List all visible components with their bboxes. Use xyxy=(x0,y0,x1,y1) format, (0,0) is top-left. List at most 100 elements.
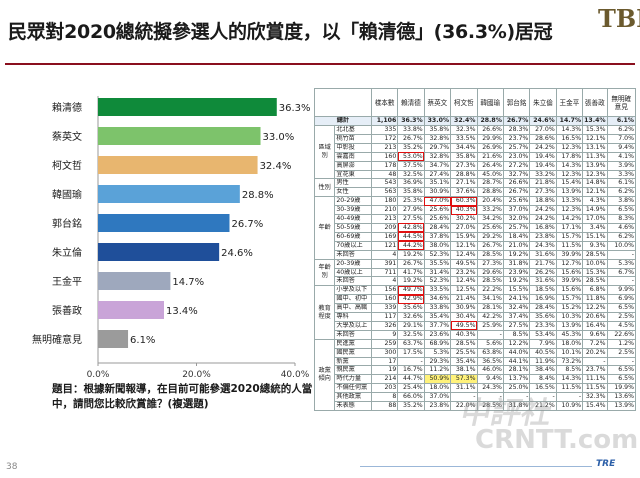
table-cell: 26.7% xyxy=(397,258,425,269)
table-cell: 8.3% xyxy=(606,214,636,224)
table-cell: 12.5% xyxy=(450,285,478,296)
table-cell: 15.5% xyxy=(502,285,531,296)
table-row: 40-49歲 213 27.5% 25.6% 30.2% 34.2% 32.0% 24.2% 1… xyxy=(315,214,636,224)
table-cell: 42.8% xyxy=(397,222,425,233)
table-cell: 50.9% xyxy=(423,374,452,385)
table-cell: 4.1% xyxy=(606,151,636,162)
data-label: 32.4% xyxy=(260,161,292,172)
row-group-label: 年齡 xyxy=(313,196,336,260)
table-cell: 11.2% xyxy=(423,365,452,376)
category-label: 王金平 xyxy=(52,275,82,288)
table-cell: 29.9% xyxy=(476,133,504,144)
table-row: 政黨傾向 民進黨 259 63.7% 68.9% 28.5% 5.6% 12.2% 7.9% 18… xyxy=(313,338,636,412)
row-label: 新黨 xyxy=(334,356,372,367)
table-cell: 28.5% xyxy=(476,276,504,287)
table-cell: 35.6% xyxy=(397,303,425,314)
bar-chart: 賴清德 36.3% 蔡英文 33.0% 柯文哲 32.4% 韓國瑜 28.8% 郭台銘 26.7%… xyxy=(32,96,311,380)
table-cell: 40.3% xyxy=(450,205,478,216)
table-cell: 12.3% xyxy=(555,169,584,180)
table-cell: 4.3% xyxy=(582,196,608,207)
table-row: 國民黨 300 17.5% 5.3% 25.5% 63.8% 44.0% 40.5% 10.1%… xyxy=(315,347,636,358)
table-cell: 16.9% xyxy=(529,294,557,305)
table-cell: 6.2% xyxy=(606,125,636,135)
row-label: 小學及以下 xyxy=(334,285,372,296)
table-cell: 8.5% xyxy=(502,329,531,340)
table-cell: 30.9% xyxy=(450,303,478,314)
data-label: 28.8% xyxy=(242,190,274,201)
bar-8 xyxy=(98,301,164,319)
table-cell: 30.9% xyxy=(423,187,452,198)
table-cell: 36.3% xyxy=(397,116,425,126)
table-cell: 23.3% xyxy=(529,320,557,331)
table-cell: 7.9% xyxy=(529,338,557,349)
table-cell: 28.7% xyxy=(476,178,504,189)
table-cell: 21.6% xyxy=(476,151,504,162)
table-cell: 35.2% xyxy=(397,142,425,153)
table-cell: 10.0% xyxy=(606,240,636,251)
page-title: 民眾對2020總統擬參選人的欣賞度，以「賴清德」(36.3%)居冠 xyxy=(8,21,553,43)
table-cell: 11.5% xyxy=(582,383,608,394)
table-cell: 63.7% xyxy=(397,338,425,349)
table-cell: 21.7% xyxy=(529,258,557,269)
table-cell: 19.2% xyxy=(502,276,531,287)
table-cell: 13.9% xyxy=(606,401,636,411)
row-label: 未表態 xyxy=(334,401,372,411)
table-row: 新黨 17-29.3% 35.4% 36.5% 44.1% 11.9% 73.2% - - xyxy=(315,356,636,367)
table-cell: 25.9% xyxy=(476,320,504,331)
table-row: 總計 1,106 36.3% 33.0% 32.4% 28.8% 26.7% 24.6% 14.… xyxy=(314,116,636,126)
table-row: 年齡別 20-39歲 391 26.7% 35.5% 49.5% 27.3% 31.8% 21.… xyxy=(313,258,636,287)
table-cell: 37.4% xyxy=(502,312,531,322)
category-label: 郭台銘 xyxy=(52,217,82,230)
row-label: 桃竹苗 xyxy=(334,133,372,144)
table-cell: 38.1% xyxy=(450,365,478,376)
table-cell: 23.9% xyxy=(502,267,531,278)
watermark-url: CRNTT.com xyxy=(475,425,639,455)
category-label: 賴清德 xyxy=(52,101,82,114)
table-cell: 32.5% xyxy=(397,329,425,340)
table-cell: 15.6% xyxy=(555,285,584,296)
column-header: 朱立倫 xyxy=(529,88,557,117)
table-cell: 259 xyxy=(370,338,399,349)
table-cell: 32.5% xyxy=(397,169,425,180)
table-cell: 2.5% xyxy=(606,347,636,358)
table-cell: 213 xyxy=(370,142,399,153)
table-cell: 40.3% xyxy=(450,329,478,340)
table-cell: 49.5% xyxy=(450,320,478,331)
table-cell: 563 xyxy=(370,187,399,198)
table-cell: 32.8% xyxy=(423,133,452,144)
data-label: 14.7% xyxy=(172,277,204,288)
table-cell: 209 xyxy=(370,222,399,233)
column-header: 無明確意見 xyxy=(606,88,636,117)
table-cell: 35.1% xyxy=(423,178,452,189)
table-cell: 32.6% xyxy=(397,312,425,322)
row-label: 40-49歲 xyxy=(334,214,372,224)
table-cell: 46.0% xyxy=(476,365,504,376)
table-row: 未回答 4 19.2% 52.3% 12.4% 28.5% 19.2% 31.6% 39.9% 2… xyxy=(315,249,636,260)
table-cell: 214 xyxy=(370,374,399,385)
table-cell: 26.7% xyxy=(502,187,531,198)
table-cell: 7.0% xyxy=(606,133,636,144)
table-cell: 17.5% xyxy=(397,347,425,358)
table-cell: 28.4% xyxy=(529,303,557,314)
table-cell: 38.4% xyxy=(529,365,557,376)
table-row: 70歲以上 121 44.2% 38.0% 12.1% 26.7% 21.0% 24.3% 11… xyxy=(315,240,636,251)
table-cell: 24.2% xyxy=(529,214,557,224)
bar-7 xyxy=(98,272,171,290)
table-cell: 1,106 xyxy=(370,116,399,126)
table-cell: 6.8% xyxy=(582,285,608,296)
table-cell: - xyxy=(582,356,608,367)
bar-1 xyxy=(98,98,277,116)
table-cell: 35.8% xyxy=(423,125,452,135)
table-cell: 34.6% xyxy=(423,294,452,305)
table-cell: 25.5% xyxy=(450,347,478,358)
column-header: 賴清德 xyxy=(397,88,425,117)
row-label: 民進黨 xyxy=(334,338,372,349)
table-cell: 3.9% xyxy=(606,160,636,171)
table-cell: 4.5% xyxy=(606,320,636,331)
row-label: 宜花東 xyxy=(334,169,372,180)
table-cell: 169 xyxy=(370,231,399,242)
table-cell: 44.7% xyxy=(397,374,425,385)
row-label: 20-29歲 xyxy=(334,196,372,207)
table-cell: 52.3% xyxy=(423,276,452,287)
table-cell: 38.0% xyxy=(423,240,452,251)
